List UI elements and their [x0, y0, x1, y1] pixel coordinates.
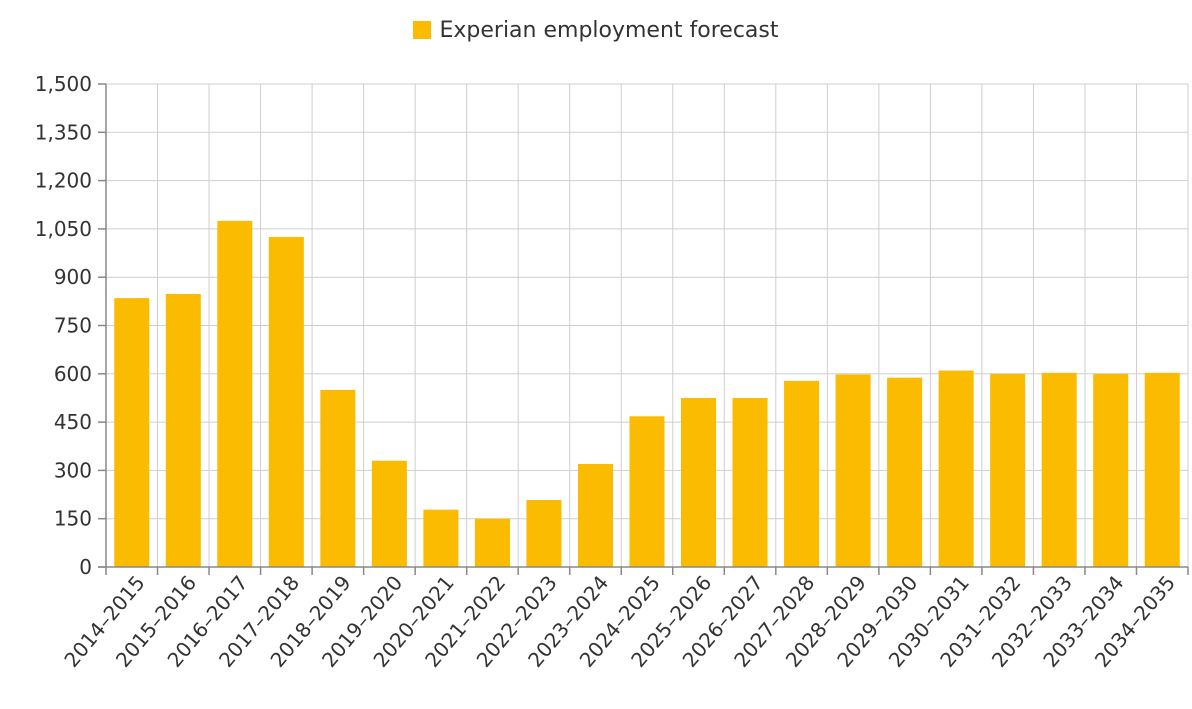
legend-swatch: [413, 21, 432, 39]
bar: [629, 416, 665, 567]
bar: [732, 397, 768, 567]
bars: [114, 220, 1180, 567]
y-tick-label: 150: [54, 507, 92, 531]
bar: [371, 460, 407, 567]
bar: [526, 500, 562, 567]
bar: [423, 509, 459, 567]
bar: [474, 518, 510, 567]
bar: [938, 370, 974, 567]
axes: [98, 83, 1189, 575]
bar: [320, 389, 356, 567]
y-axis-ticks: 0 150 300 450 600 750 900 1,050 1,200 1,350 1,500: [35, 72, 92, 579]
x-axis-ticks: 2014–20152015–20162016–20172017–20182018…: [59, 571, 1180, 672]
legend: Experian employment forecast: [0, 18, 1192, 43]
y-tick-label: 1,500: [35, 72, 92, 96]
y-tick-label: 1,050: [35, 217, 92, 241]
bar: [165, 293, 201, 567]
bar: [784, 380, 820, 567]
bar: [990, 373, 1026, 567]
bar: [835, 374, 871, 567]
legend-label: Experian employment forecast: [439, 18, 779, 43]
bar: [268, 236, 304, 567]
y-tick-label: 750: [54, 314, 92, 338]
y-tick-label: 600: [54, 362, 92, 386]
bar: [217, 220, 253, 567]
y-tick-label: 450: [54, 410, 92, 434]
bar: [1093, 373, 1129, 567]
bar: [1041, 372, 1077, 567]
y-tick-label: 0: [79, 555, 92, 579]
y-tick-label: 900: [54, 265, 92, 289]
y-tick-label: 300: [54, 458, 92, 482]
bar: [887, 377, 923, 567]
bar: [1144, 372, 1180, 567]
bar: [577, 463, 613, 567]
y-tick-label: 1,350: [35, 120, 92, 144]
y-tick-label: 1,200: [35, 169, 92, 193]
bar: [114, 298, 150, 567]
bar: [681, 397, 717, 567]
